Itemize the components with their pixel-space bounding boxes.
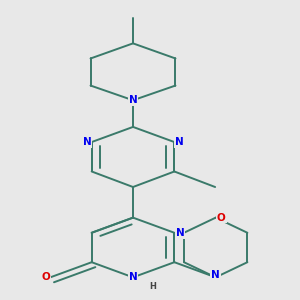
Text: N: N [129,95,137,105]
Text: N: N [83,137,92,147]
Text: H: H [149,282,156,291]
Text: N: N [211,270,220,280]
Text: O: O [41,272,50,282]
Text: N: N [175,137,183,147]
Text: N: N [129,272,137,282]
Text: N: N [176,228,184,238]
Text: O: O [217,213,226,223]
